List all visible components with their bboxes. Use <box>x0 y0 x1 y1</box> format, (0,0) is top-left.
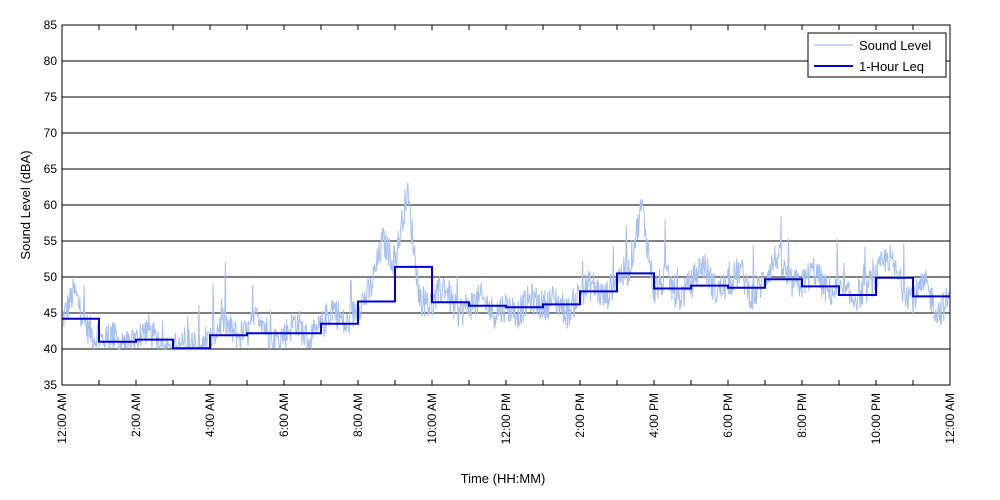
x-tick-label: 10:00 AM <box>425 393 439 444</box>
legend-box <box>807 32 947 78</box>
x-axis-title: Time (HH:MM) <box>461 471 546 486</box>
x-tick-label: 8:00 AM <box>351 393 365 437</box>
y-tick-label: 55 <box>44 234 58 248</box>
x-tick-label: 2:00 PM <box>573 393 587 438</box>
x-tick-label: 12:00 PM <box>499 393 513 444</box>
x-tick-label: 12:00 AM <box>55 393 69 444</box>
x-tick-label: 2:00 AM <box>129 393 143 437</box>
x-axis-ticks: 12:00 AM 2:00 AM 4:00 AM 6:00 AM 8:00 AM 10:0… <box>55 25 957 444</box>
y-tick-label: 80 <box>44 54 58 68</box>
x-tick-label: 4:00 PM <box>647 393 661 438</box>
x-tick-label: 12:00 AM <box>943 393 957 444</box>
x-tick-label: 6:00 PM <box>721 393 735 438</box>
y-tick-label: 45 <box>44 306 58 320</box>
legend: Sound Level 1-Hour Leq <box>807 32 947 78</box>
y-tick-label: 85 <box>44 18 58 32</box>
y-tick-label: 35 <box>44 378 58 392</box>
sound-level-line <box>61 182 951 351</box>
x-tick-label: 10:00 PM <box>869 393 883 444</box>
y-tick-label: 60 <box>44 198 58 212</box>
legend-label-leq: 1-Hour Leq <box>859 59 924 74</box>
gridlines <box>62 60 950 350</box>
y-tick-label: 40 <box>44 342 58 356</box>
leq-step-line <box>62 265 950 350</box>
x-tick-label: 8:00 PM <box>795 393 809 438</box>
y-axis-ticks: 35 40 45 50 55 60 65 70 75 80 85 <box>44 18 58 392</box>
leq-series <box>62 265 950 350</box>
y-tick-label: 65 <box>44 162 58 176</box>
y-axis-title: Sound Level (dBA) <box>18 150 33 259</box>
y-tick-label: 50 <box>44 270 58 284</box>
x-tick-label: 6:00 AM <box>277 393 291 437</box>
y-tick-label: 70 <box>44 126 58 140</box>
x-tick-label: 4:00 AM <box>203 393 217 437</box>
y-tick-label: 75 <box>44 90 58 104</box>
sound-level-series <box>61 182 951 351</box>
legend-label-sound-level: Sound Level <box>859 38 931 53</box>
